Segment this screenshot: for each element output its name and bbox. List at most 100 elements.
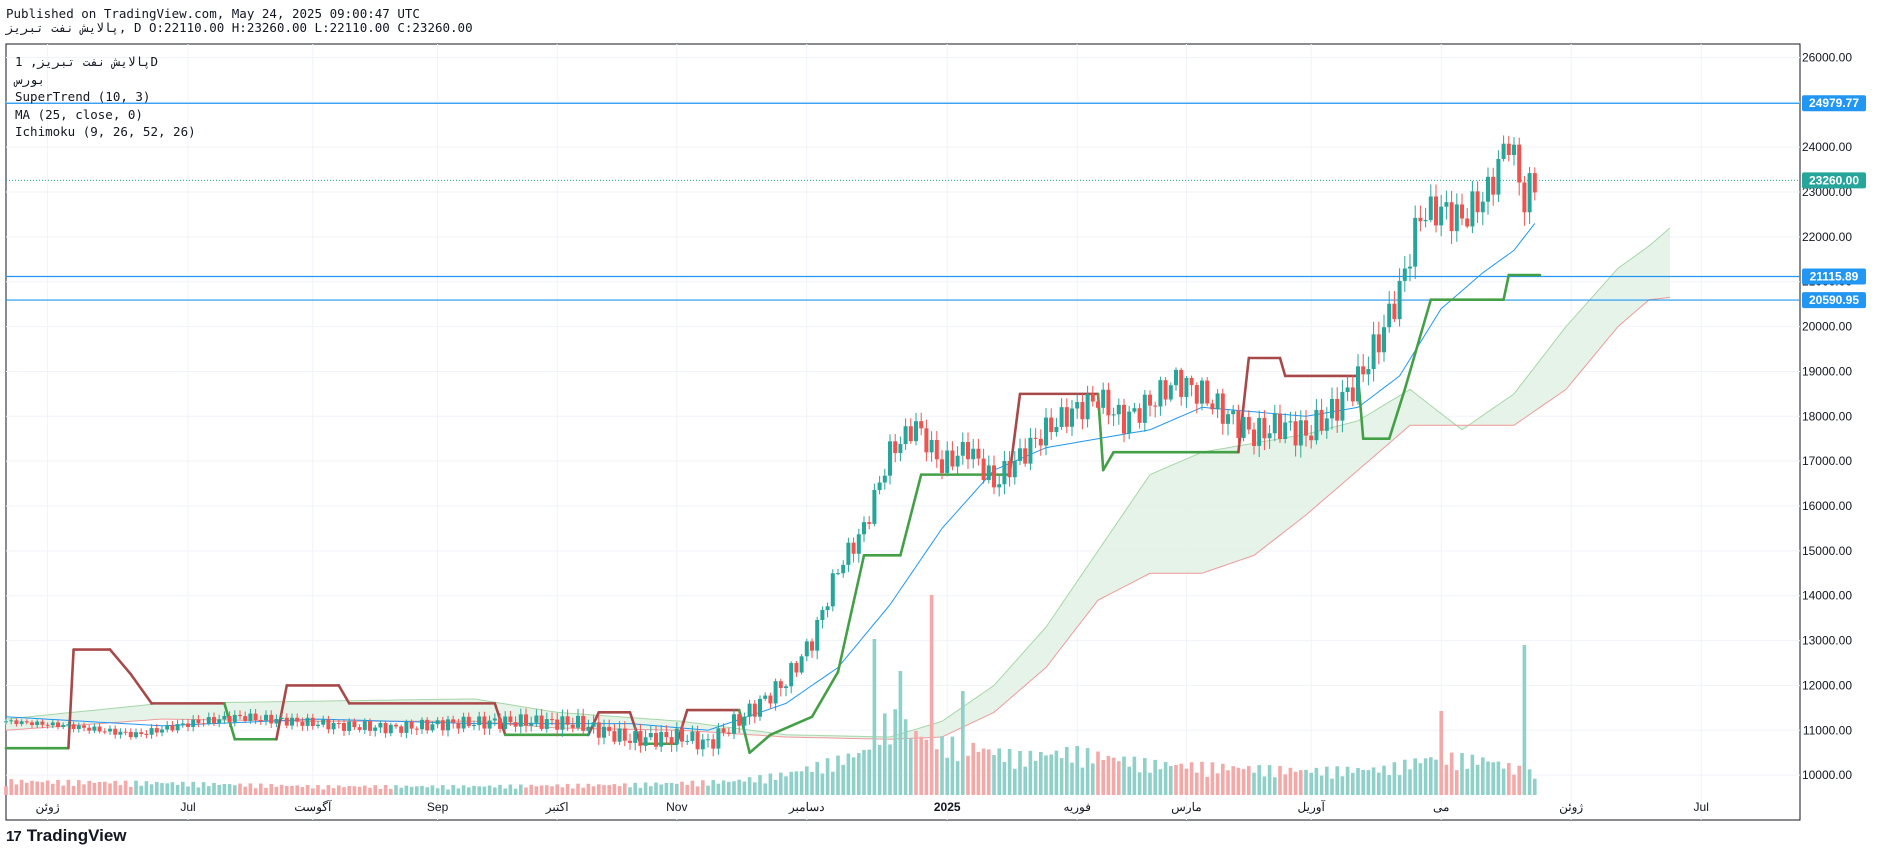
candle-body[interactable] bbox=[1428, 196, 1433, 221]
candle-body[interactable] bbox=[1236, 410, 1241, 439]
candle-body[interactable] bbox=[992, 465, 996, 488]
candle-body[interactable] bbox=[1340, 392, 1345, 421]
candle-body[interactable] bbox=[1179, 369, 1184, 397]
candle-body[interactable] bbox=[534, 715, 539, 723]
candle-body[interactable] bbox=[1002, 460, 1007, 485]
candle-body[interactable] bbox=[1402, 268, 1407, 281]
candle-body[interactable] bbox=[841, 564, 846, 574]
candle-body[interactable] bbox=[815, 619, 820, 651]
candle-body[interactable] bbox=[404, 721, 409, 733]
candle-body[interactable] bbox=[196, 719, 201, 724]
candle-body[interactable] bbox=[997, 484, 1002, 488]
candle-body[interactable] bbox=[924, 428, 929, 453]
candle-body[interactable] bbox=[1283, 422, 1288, 439]
candle-body[interactable] bbox=[1231, 410, 1236, 415]
candle-body[interactable] bbox=[524, 714, 528, 726]
candle-body[interactable] bbox=[596, 722, 601, 738]
candle-body[interactable] bbox=[295, 717, 300, 722]
candle-body[interactable] bbox=[1044, 417, 1048, 446]
candle-body[interactable] bbox=[1309, 435, 1314, 441]
candle-body[interactable] bbox=[394, 724, 398, 727]
candle-body[interactable] bbox=[768, 695, 773, 704]
candle-body[interactable] bbox=[446, 719, 450, 731]
candle-body[interactable] bbox=[882, 475, 887, 483]
candle-body[interactable] bbox=[908, 426, 913, 442]
candle-body[interactable] bbox=[695, 731, 700, 750]
candle-body[interactable] bbox=[383, 722, 388, 734]
candle-body[interactable] bbox=[50, 722, 55, 726]
candle-body[interactable] bbox=[721, 728, 726, 733]
candle-body[interactable] bbox=[336, 722, 341, 724]
candle-body[interactable] bbox=[1262, 417, 1267, 439]
candle-body[interactable] bbox=[856, 534, 861, 554]
candle-body[interactable] bbox=[1439, 206, 1444, 226]
candle-body[interactable] bbox=[269, 714, 274, 724]
candle-body[interactable] bbox=[1163, 380, 1168, 400]
candle-body[interactable] bbox=[243, 716, 248, 721]
candle-body[interactable] bbox=[472, 725, 476, 727]
candle-body[interactable] bbox=[284, 717, 289, 726]
candle-body[interactable] bbox=[1111, 414, 1116, 416]
candle-body[interactable] bbox=[888, 441, 892, 476]
candle-body[interactable] bbox=[1038, 438, 1043, 446]
candle-body[interactable] bbox=[347, 721, 352, 731]
candle-body[interactable] bbox=[539, 715, 544, 730]
candle-body[interactable] bbox=[862, 522, 866, 535]
candle-body[interactable] bbox=[1298, 420, 1303, 446]
candle-body[interactable] bbox=[264, 714, 268, 721]
candle-body[interactable] bbox=[1527, 173, 1532, 213]
candle-body[interactable] bbox=[898, 444, 903, 454]
candle-body[interactable] bbox=[1106, 389, 1111, 416]
candle-body[interactable] bbox=[451, 719, 456, 723]
candle-body[interactable] bbox=[1314, 409, 1319, 441]
legend-ma[interactable]: MA (25, close, 0) bbox=[15, 106, 143, 122]
candle-body[interactable] bbox=[160, 729, 164, 733]
candle-body[interactable] bbox=[966, 442, 970, 460]
candle-body[interactable] bbox=[1413, 217, 1418, 267]
candle-body[interactable] bbox=[1101, 389, 1106, 408]
candle-body[interactable] bbox=[914, 421, 918, 442]
candle-body[interactable] bbox=[1127, 411, 1132, 434]
candle-body[interactable] bbox=[1382, 327, 1386, 353]
candle-body[interactable] bbox=[477, 716, 482, 726]
candle-body[interactable] bbox=[227, 715, 232, 723]
candle-body[interactable] bbox=[586, 726, 591, 731]
candle-body[interactable] bbox=[1293, 421, 1298, 446]
candle-body[interactable] bbox=[30, 722, 34, 725]
candle-body[interactable] bbox=[1330, 398, 1334, 419]
candle-body[interactable] bbox=[945, 450, 950, 473]
candle-body[interactable] bbox=[1158, 380, 1163, 407]
candle-body[interactable] bbox=[1361, 366, 1366, 375]
candle-body[interactable] bbox=[388, 724, 393, 734]
candle-body[interactable] bbox=[576, 715, 580, 728]
candle-body[interactable] bbox=[1012, 460, 1017, 478]
candle-body[interactable] bbox=[113, 728, 118, 735]
candle-body[interactable] bbox=[1116, 404, 1121, 415]
candle-body[interactable] bbox=[435, 720, 440, 725]
candle-body[interactable] bbox=[368, 721, 372, 731]
candle-body[interactable] bbox=[622, 728, 627, 741]
candle-body[interactable] bbox=[300, 721, 305, 726]
candle-body[interactable] bbox=[1496, 158, 1501, 195]
candle-body[interactable] bbox=[633, 731, 638, 743]
candle-body[interactable] bbox=[607, 726, 612, 732]
candle-body[interactable] bbox=[97, 726, 102, 732]
candle-body[interactable] bbox=[4, 721, 8, 723]
candle-body[interactable] bbox=[1470, 191, 1475, 227]
candle-body[interactable] bbox=[321, 719, 326, 725]
candle-body[interactable] bbox=[659, 731, 664, 747]
candle-body[interactable] bbox=[612, 731, 617, 742]
candle-body[interactable] bbox=[810, 641, 814, 651]
candle-body[interactable] bbox=[1168, 385, 1173, 400]
candle-body[interactable] bbox=[118, 731, 123, 735]
candle-body[interactable] bbox=[1257, 417, 1262, 446]
candle-body[interactable] bbox=[877, 482, 882, 491]
candle-body[interactable] bbox=[960, 442, 965, 456]
candle-body[interactable] bbox=[825, 606, 830, 611]
candle-body[interactable] bbox=[1387, 303, 1392, 328]
candle-body[interactable] bbox=[414, 728, 419, 730]
candle-body[interactable] bbox=[971, 448, 976, 460]
candle-body[interactable] bbox=[1408, 266, 1412, 269]
candle-body[interactable] bbox=[1392, 303, 1397, 320]
candle-body[interactable] bbox=[1226, 414, 1230, 424]
